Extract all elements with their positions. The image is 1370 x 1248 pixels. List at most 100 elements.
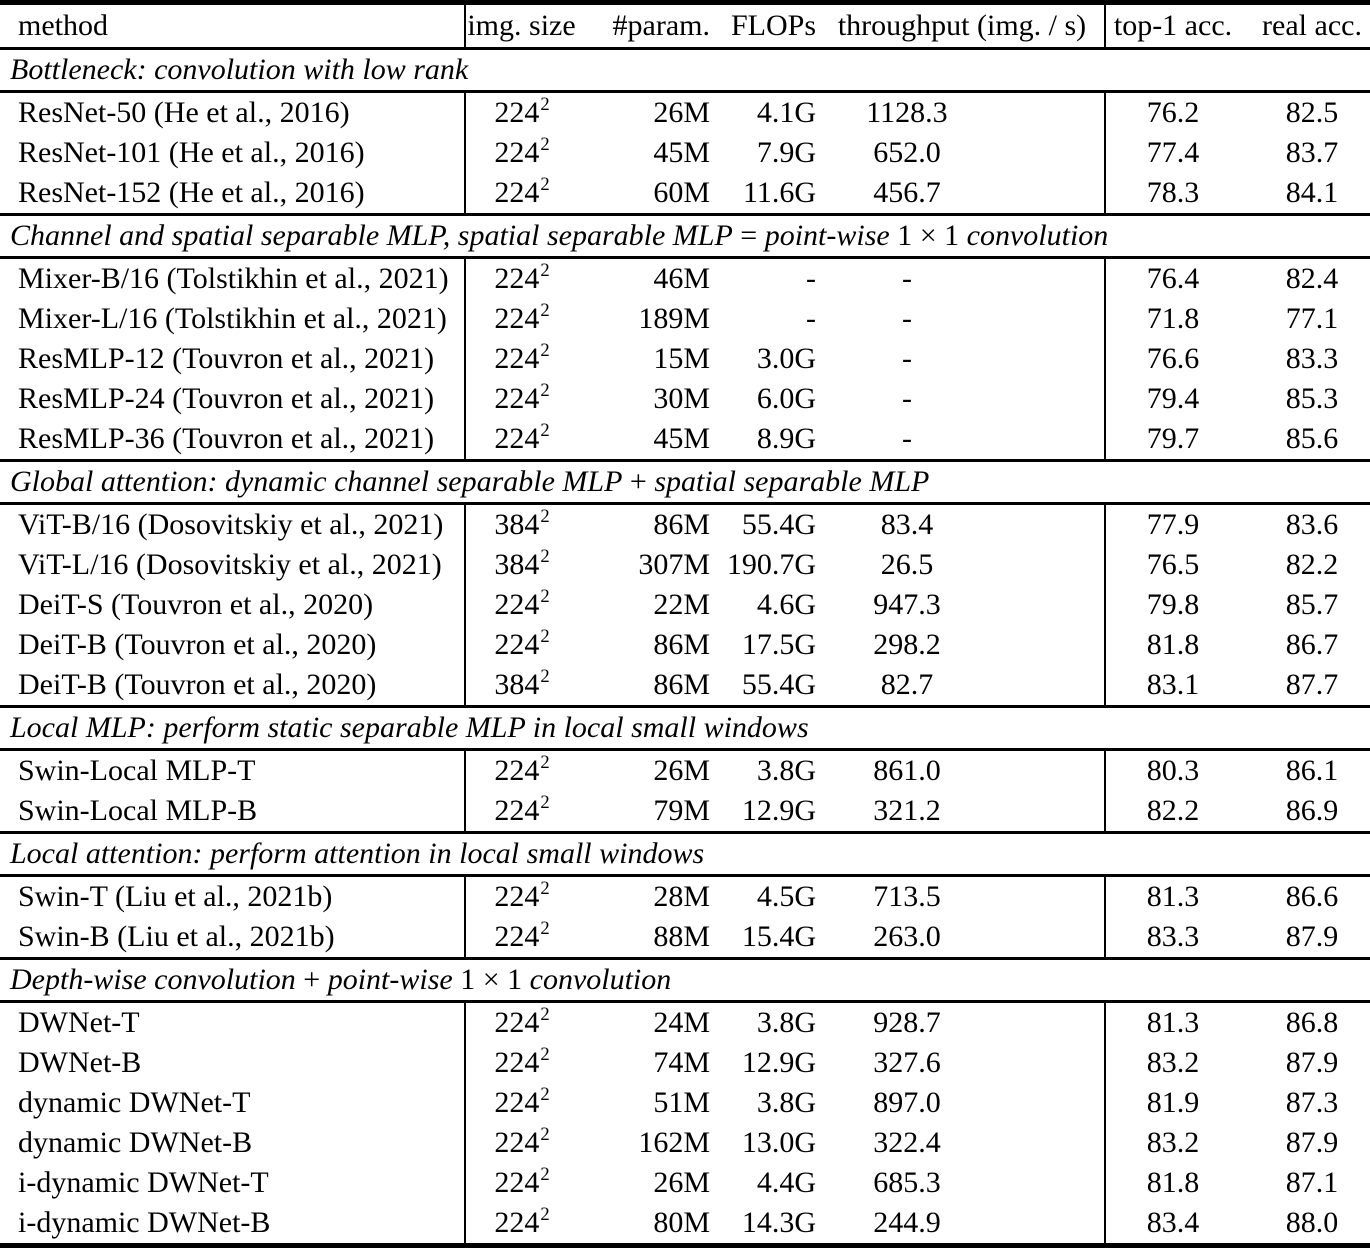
section-math-text: = — [732, 219, 765, 252]
method-cell: ResMLP-24 (Touvron et al., 2021) — [0, 379, 466, 419]
table-row: Swin-Local MLP-T 2242 26M 3.8G 861.0 80.3 86.1 — [0, 749, 1370, 791]
flops-cell: 8.9G — [756, 422, 816, 455]
section-text: point-wise — [764, 219, 890, 252]
top1-acc-cell: 77.4 — [1146, 136, 1200, 169]
table-row: DWNet-T 2242 24M 3.8G 928.7 81.3 86.8 — [0, 1001, 1370, 1043]
param-cell: 45M — [653, 136, 710, 169]
img-size-exponent: 2 — [540, 134, 550, 155]
flops-cell: 3.8G — [756, 754, 816, 787]
table-row: dynamic DWNet-T 2242 51M 3.8G 897.0 81.9 87.3 — [0, 1083, 1370, 1123]
method-cell: ResNet-50 (He et al., 2016) — [0, 91, 466, 133]
table-row: ResMLP-24 (Touvron et al., 2021) 2242 30M 6… — [0, 379, 1370, 419]
img-size-cell: 3842 — [494, 506, 550, 541]
param-cell: 79M — [653, 794, 710, 827]
table-row: ResMLP-36 (Touvron et al., 2021) 2242 45M 8… — [0, 419, 1370, 461]
method-cell: DeiT-B (Touvron et al., 2020) — [0, 665, 466, 707]
param-cell: 28M — [653, 880, 710, 913]
section-header: Depth-wise convolution + point-wise 1 × … — [0, 957, 1370, 1003]
img-size-exponent: 2 — [540, 546, 550, 567]
param-cell: 46M — [653, 262, 710, 295]
section-math-text: + — [622, 465, 655, 498]
section-header: Local MLP: perform static separable MLP … — [0, 705, 1370, 751]
real-acc-cell: 85.7 — [1285, 588, 1339, 621]
real-acc-cell: 87.9 — [1285, 920, 1339, 953]
throughput-cell: - — [830, 419, 1106, 461]
method-cell: DeiT-S (Touvron et al., 2020) — [0, 585, 466, 625]
param-cell: 30M — [653, 382, 710, 415]
throughput-cell: 947.3 — [830, 585, 1106, 625]
real-acc-cell: 86.8 — [1285, 1006, 1339, 1039]
throughput-cell: 327.6 — [830, 1043, 1106, 1083]
param-cell: 74M — [653, 1046, 710, 1079]
table-row: Swin-T (Liu et al., 2021b) 2242 28M 4.5G 713… — [0, 875, 1370, 917]
img-size-exponent: 2 — [540, 792, 550, 813]
method-cell: Swin-Local MLP-B — [0, 791, 466, 833]
top1-acc-cell: 80.3 — [1146, 754, 1200, 787]
top1-acc-cell: 83.4 — [1146, 1206, 1200, 1239]
img-size-cell: 2242 — [494, 1004, 550, 1039]
col-header-real-acc: real acc. — [1240, 2, 1370, 50]
param-cell: 26M — [653, 1166, 710, 1199]
section-text: Bottleneck: convolution with low rank — [10, 53, 469, 86]
param-cell: 86M — [653, 508, 710, 541]
img-size-exponent: 2 — [540, 918, 550, 939]
img-size-cell: 2242 — [494, 94, 550, 129]
top1-acc-cell: 79.8 — [1146, 588, 1200, 621]
table-row: DeiT-B (Touvron et al., 2020) 3842 86M 55.4… — [0, 665, 1370, 707]
real-acc-cell: 87.3 — [1285, 1086, 1339, 1119]
img-size-exponent: 2 — [540, 752, 550, 773]
param-cell: 86M — [653, 668, 710, 701]
section-header: Global attention: dynamic channel separa… — [0, 459, 1370, 505]
img-size-exponent: 2 — [540, 1204, 550, 1225]
method-cell: dynamic DWNet-T — [0, 1083, 466, 1123]
real-acc-cell: 82.4 — [1285, 262, 1339, 295]
throughput-cell: 456.7 — [830, 173, 1106, 215]
real-acc-cell: 87.9 — [1285, 1126, 1339, 1159]
col-header-img-size: img. size — [465, 2, 577, 50]
throughput-cell: - — [830, 299, 1106, 339]
flops-cell: 11.6G — [742, 176, 816, 209]
throughput-cell: 26.5 — [830, 545, 1106, 585]
flops-cell: 3.8G — [756, 1086, 816, 1119]
flops-cell: 4.4G — [756, 1166, 816, 1199]
method-cell: dynamic DWNet-B — [0, 1123, 466, 1163]
img-size-exponent: 2 — [540, 260, 550, 281]
top1-acc-cell: 71.8 — [1146, 302, 1200, 335]
img-size-exponent: 2 — [540, 878, 550, 899]
real-acc-cell: 83.7 — [1285, 136, 1339, 169]
method-cell: DWNet-T — [0, 1001, 466, 1043]
table-row: DWNet-B 2242 74M 12.9G 327.6 83.2 87.9 — [0, 1043, 1370, 1083]
real-acc-cell: 83.6 — [1285, 508, 1339, 541]
section-header-row: Channel and spatial separable MLP, spati… — [0, 213, 1370, 259]
img-size-cell: 2242 — [494, 918, 550, 953]
param-cell: 189M — [638, 302, 710, 335]
method-cell: Mixer-B/16 (Tolstikhin et al., 2021) — [0, 257, 466, 299]
top1-acc-cell: 79.7 — [1146, 422, 1200, 455]
col-header-param: #param. — [577, 2, 720, 50]
flops-cell: 55.4G — [741, 508, 816, 541]
throughput-cell: 685.3 — [830, 1163, 1106, 1203]
top1-acc-cell: 76.5 — [1146, 548, 1200, 581]
table-row: ResNet-50 (He et al., 2016) 2242 26M 4.1G 11… — [0, 91, 1370, 133]
param-cell: 26M — [653, 754, 710, 787]
method-cell: i-dynamic DWNet-B — [0, 1203, 466, 1246]
table-row: ResNet-101 (He et al., 2016) 2242 45M 7.9G 6… — [0, 133, 1370, 173]
top1-acc-cell: 77.9 — [1146, 508, 1200, 541]
method-cell: ViT-L/16 (Dosovitskiy et al., 2021) — [0, 545, 466, 585]
table-row: i-dynamic DWNet-T 2242 26M 4.4G 685.3 81.8 87.… — [0, 1163, 1370, 1203]
img-size-exponent: 2 — [540, 380, 550, 401]
top1-acc-cell: 83.1 — [1146, 668, 1200, 701]
table-row: dynamic DWNet-B 2242 162M 13.0G 322.4 83.2 87.… — [0, 1123, 1370, 1163]
section-header: Bottleneck: convolution with low rank — [0, 47, 1370, 93]
top1-acc-cell: 83.2 — [1146, 1046, 1200, 1079]
flops-cell: 4.6G — [756, 588, 816, 621]
method-cell: Swin-T (Liu et al., 2021b) — [0, 875, 466, 917]
real-acc-cell: 82.5 — [1285, 96, 1339, 129]
param-cell: 51M — [653, 1086, 710, 1119]
section-math-text: + — [295, 963, 328, 996]
top1-acc-cell: 76.4 — [1146, 262, 1200, 295]
param-cell: 24M — [653, 1006, 710, 1039]
flops-cell: 17.5G — [741, 628, 816, 661]
method-cell: ResNet-152 (He et al., 2016) — [0, 173, 466, 215]
